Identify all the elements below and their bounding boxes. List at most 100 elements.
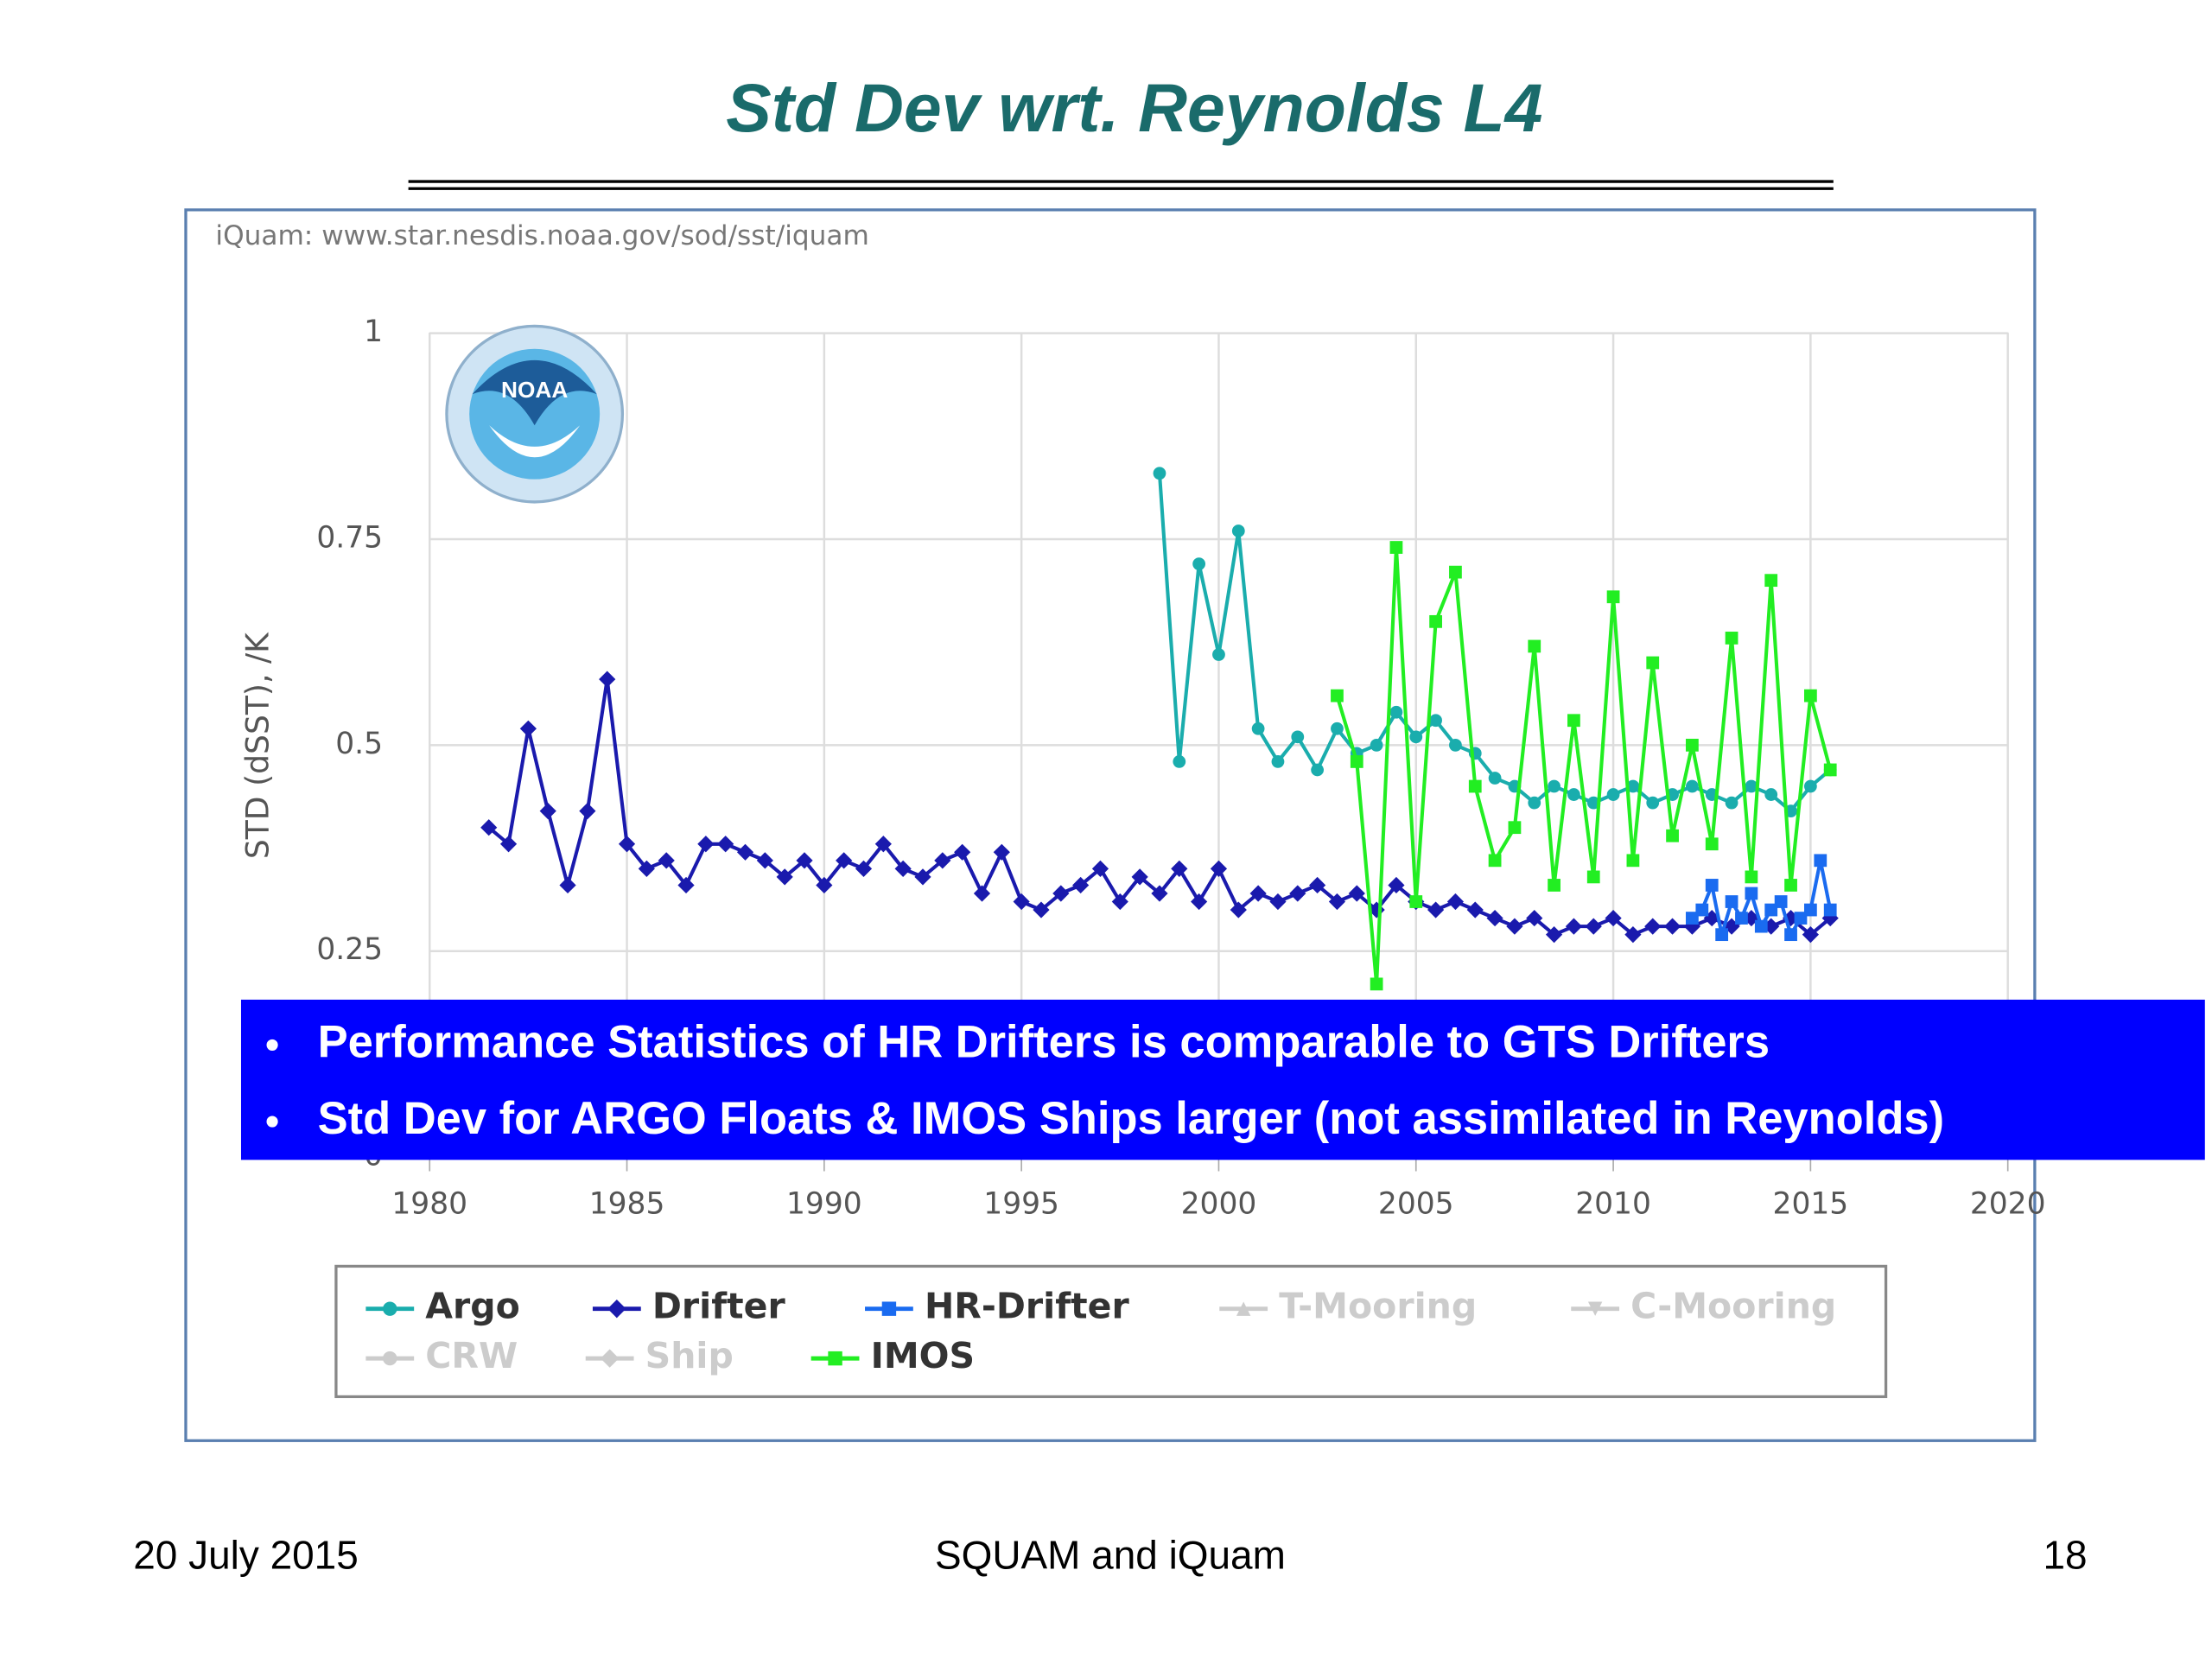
x-tick-label: 2000 — [1181, 1186, 1257, 1221]
marker — [1784, 879, 1797, 892]
marker — [1725, 895, 1738, 908]
marker — [1764, 788, 1778, 801]
marker — [1764, 903, 1778, 917]
credit: iQuam: www.star.nesdis.noaa.gov/sod/sst/… — [215, 220, 868, 251]
marker — [934, 852, 951, 869]
footer-date: 20 July 2015 — [133, 1533, 359, 1578]
marker — [1488, 854, 1502, 868]
marker — [855, 860, 873, 877]
y-tick-label: 0.75 — [316, 521, 383, 556]
marker — [1804, 779, 1817, 793]
marker — [1528, 639, 1541, 653]
marker — [1370, 977, 1383, 991]
marker — [1449, 738, 1462, 752]
logo-text: NOAA — [501, 377, 568, 403]
logo-wave — [489, 425, 581, 458]
marker — [836, 852, 853, 869]
marker — [1626, 854, 1640, 868]
legend-label: Argo — [425, 1286, 520, 1327]
marker — [600, 1349, 620, 1368]
callout-text: Performance Statistics of HR Drifters is… — [318, 1016, 1770, 1067]
marker — [1686, 912, 1699, 925]
marker — [1052, 885, 1070, 902]
marker — [1192, 557, 1206, 570]
marker — [1173, 755, 1186, 768]
legend-label: C-Mooring — [1630, 1286, 1836, 1327]
marker — [1191, 893, 1208, 911]
marker — [874, 836, 892, 853]
callout-box — [240, 999, 2205, 1160]
marker — [1745, 887, 1758, 900]
marker — [1545, 926, 1563, 944]
marker — [1331, 721, 1344, 735]
marker — [1823, 903, 1837, 917]
marker — [1804, 903, 1817, 917]
x-tick-label: 1980 — [391, 1186, 467, 1221]
marker — [1210, 860, 1228, 877]
marker — [1350, 755, 1363, 768]
marker — [480, 819, 498, 836]
marker — [1606, 590, 1620, 604]
marker — [1131, 868, 1148, 886]
marker — [1231, 524, 1245, 537]
legend-label: HR-Drifter — [925, 1286, 1130, 1327]
slide-title: Std Dev wrt. Reynolds L4 — [726, 70, 1542, 146]
marker — [579, 803, 596, 820]
marker — [1548, 779, 1560, 793]
bullet — [266, 1116, 278, 1128]
marker — [1804, 689, 1817, 702]
plot: 00.250.50.751198019851990199520002005201… — [316, 315, 2045, 1221]
marker — [1449, 565, 1462, 579]
marker — [1409, 730, 1423, 744]
marker — [607, 1300, 626, 1319]
marker — [894, 860, 912, 877]
marker — [881, 1301, 897, 1316]
y-tick-label: 0.25 — [316, 932, 383, 967]
legend-label: Ship — [645, 1335, 734, 1376]
marker — [1409, 895, 1423, 908]
marker — [973, 885, 991, 902]
marker — [1663, 918, 1681, 935]
marker — [1153, 467, 1166, 480]
marker — [1802, 926, 1819, 944]
marker — [1686, 738, 1699, 752]
x-tick-label: 1985 — [589, 1186, 665, 1221]
marker — [1289, 885, 1306, 902]
marker — [736, 843, 754, 861]
marker — [1429, 714, 1442, 728]
marker — [914, 868, 931, 886]
marker — [1548, 879, 1560, 892]
legend-label: Drifter — [652, 1286, 786, 1327]
marker — [1111, 893, 1128, 911]
marker — [1646, 656, 1660, 670]
footer-center: SQUAM and iQuam — [935, 1533, 1286, 1578]
marker — [1705, 879, 1719, 892]
marker — [1328, 893, 1346, 911]
marker — [1644, 918, 1662, 935]
marker — [1725, 632, 1738, 645]
marker — [1764, 574, 1778, 588]
marker — [1666, 829, 1679, 842]
marker — [717, 836, 734, 853]
marker — [1814, 854, 1827, 868]
marker — [383, 1301, 397, 1316]
x-tick-label: 2020 — [1970, 1186, 2046, 1221]
marker — [1091, 860, 1109, 877]
callout-text: Std Dev for ARGO Floats & IMOS Ships lar… — [318, 1093, 1945, 1144]
legend-label: IMOS — [871, 1335, 975, 1376]
marker — [1508, 821, 1522, 835]
marker — [954, 843, 971, 861]
marker — [539, 803, 556, 820]
marker — [1271, 755, 1285, 768]
marker — [1249, 885, 1267, 902]
marker — [1745, 870, 1758, 884]
marker — [1774, 895, 1788, 908]
marker — [1823, 763, 1837, 777]
marker — [1331, 689, 1344, 702]
x-tick-label: 2010 — [1575, 1186, 1651, 1221]
marker — [1251, 721, 1265, 735]
series-line — [1335, 547, 1833, 985]
marker — [1389, 541, 1403, 554]
bullet — [266, 1039, 278, 1051]
y-axis-label: STD (dSST), /K — [238, 632, 276, 859]
